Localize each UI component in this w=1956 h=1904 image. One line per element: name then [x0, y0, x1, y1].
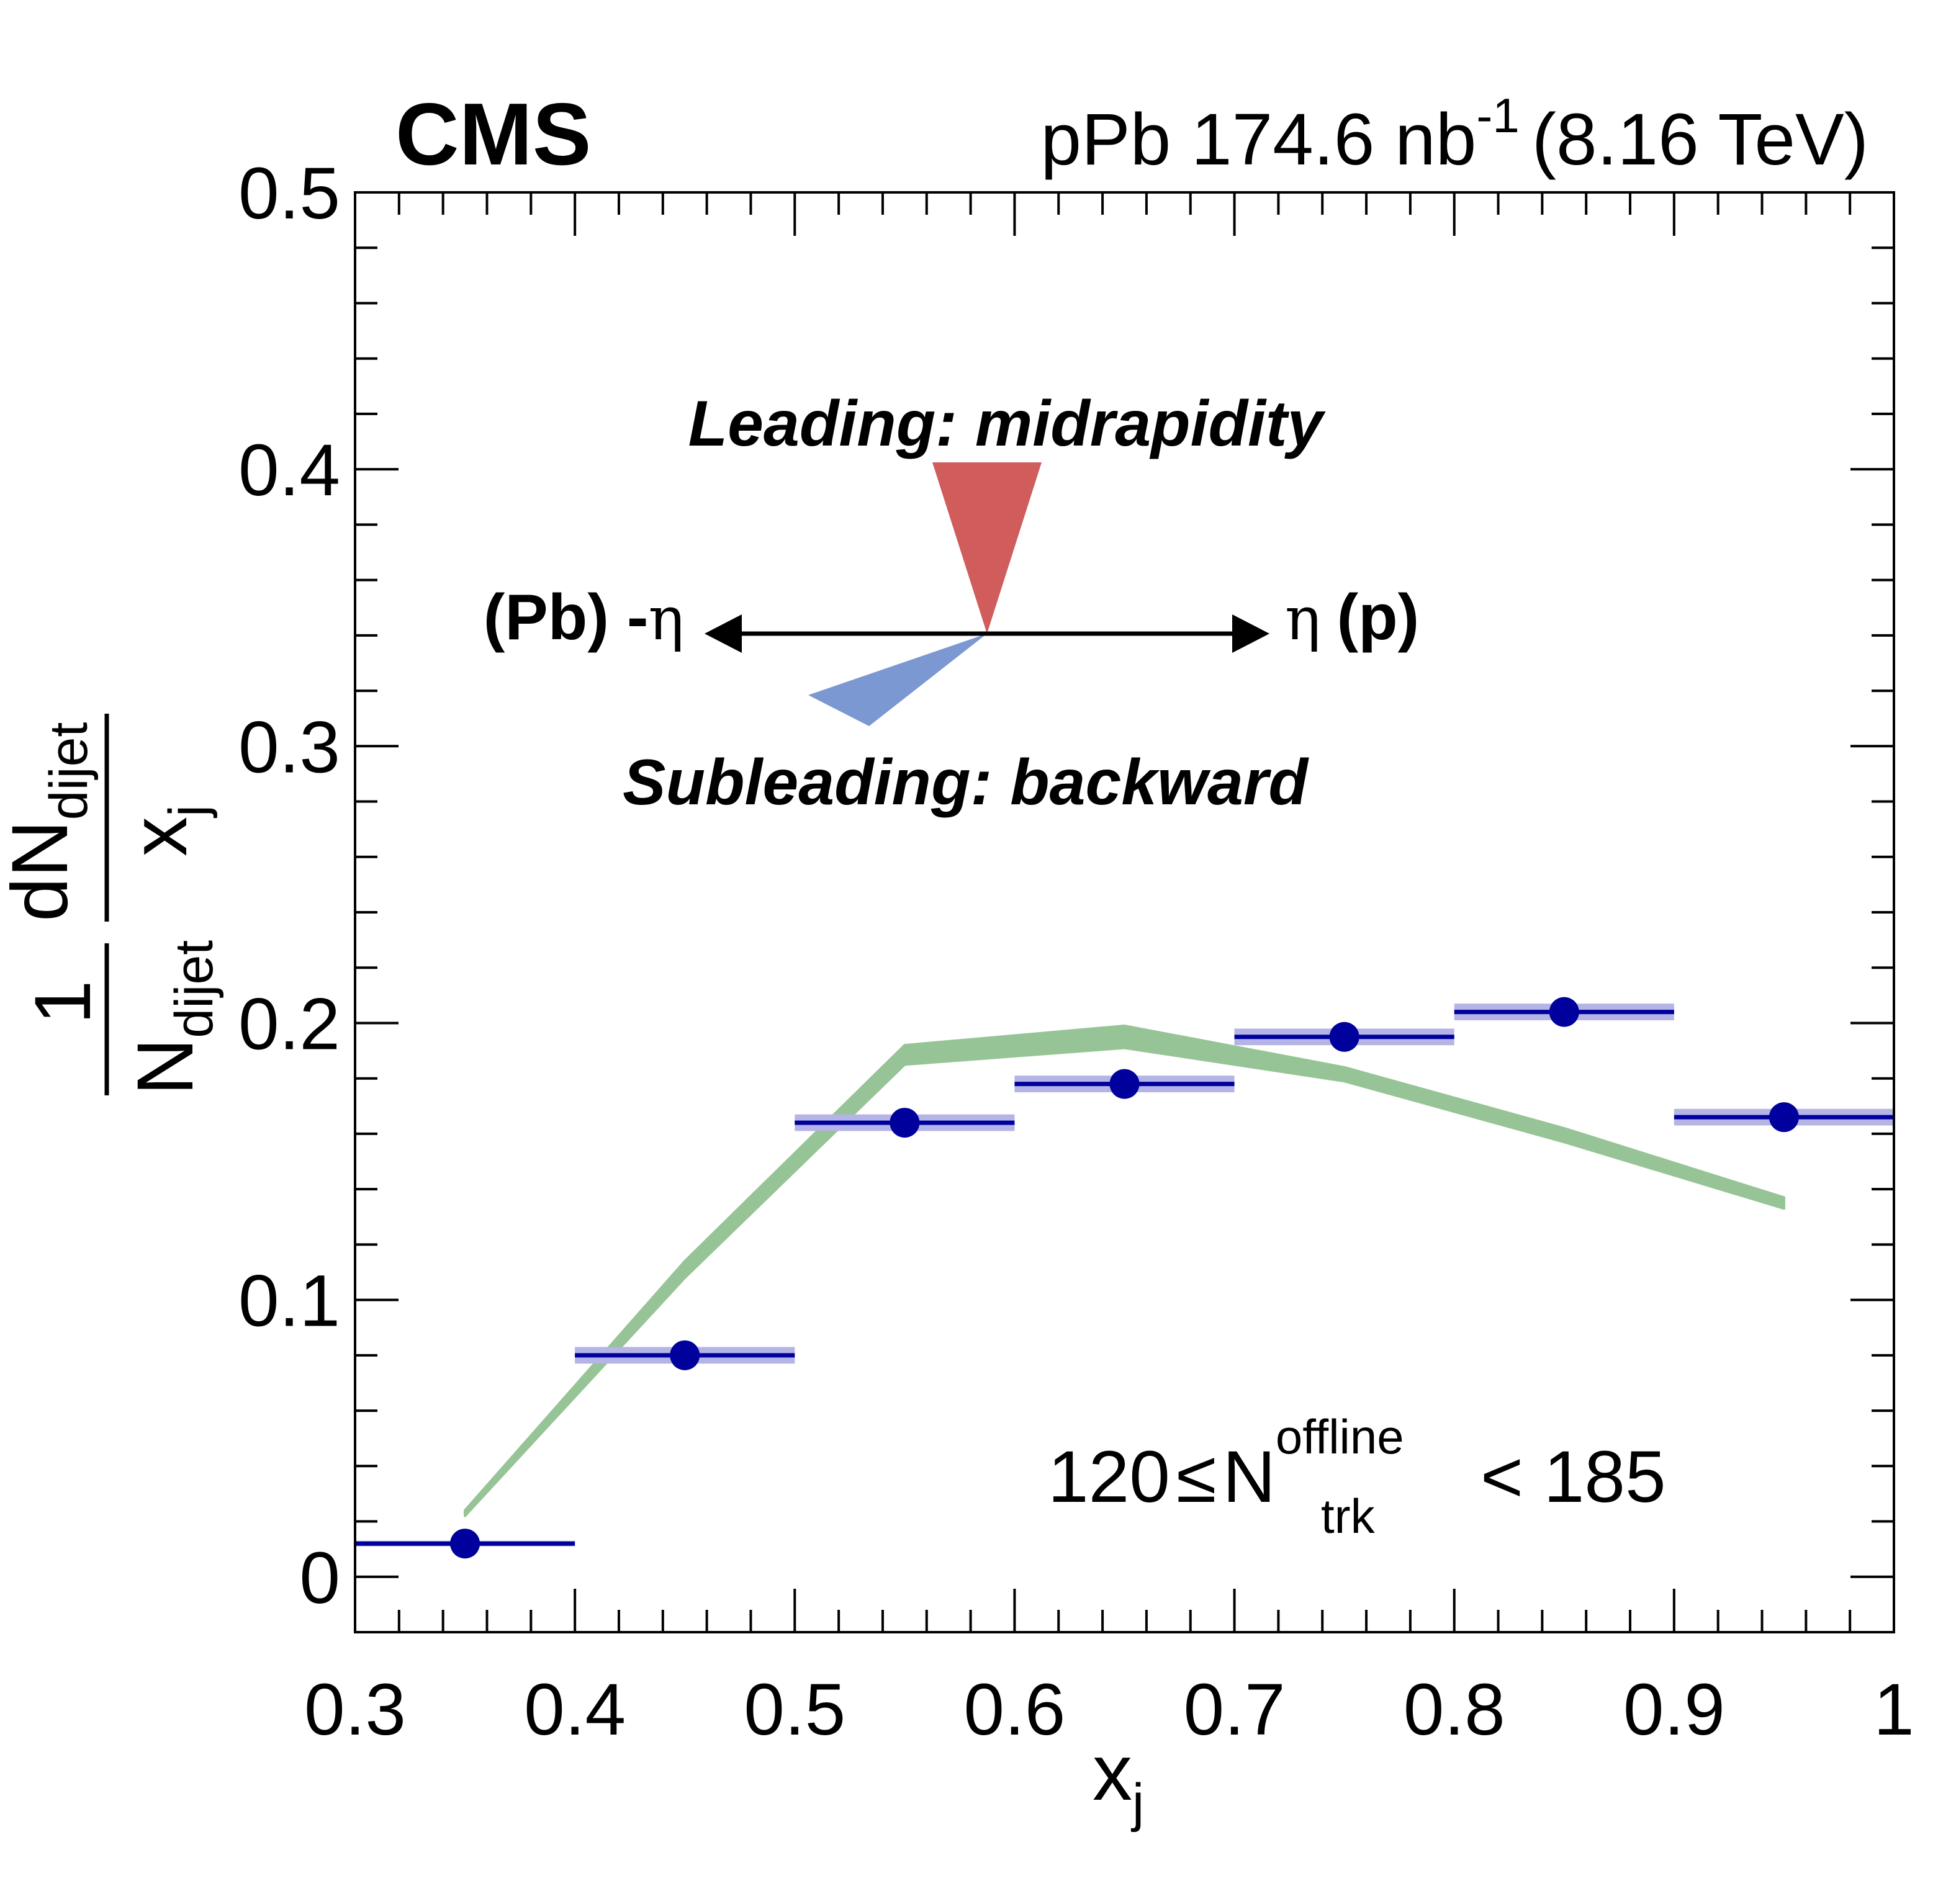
multiplicity-leq: ≤: [1176, 1436, 1217, 1518]
subleading-cone: [808, 634, 987, 726]
x-tick-label: 0.6: [963, 1669, 1065, 1751]
x-tick-label: 0.4: [524, 1669, 626, 1751]
band-layer: [464, 1024, 1785, 1517]
right-axis-label: η (p): [1285, 582, 1419, 653]
eta-schematic: Leading: midrapidity (Pb) -η η (p) Sublea…: [484, 388, 1420, 819]
multiplicity-label: 120≤Noffline trk < 185: [1048, 1409, 1666, 1543]
x-tick-label: 0.8: [1404, 1669, 1505, 1751]
y-title-right-numerator: dNdijet: [0, 722, 99, 922]
multiplicity-N: N: [1223, 1436, 1276, 1518]
subleading-label: Subleading: backward: [623, 747, 1309, 819]
y-tick-label: 0.5: [238, 153, 340, 235]
y-title-left-denominator: Ndijet: [121, 940, 224, 1095]
multiplicity-sub: trk: [1321, 1489, 1376, 1543]
multiplicity-sup: offline: [1276, 1409, 1404, 1464]
y-tick-label: 0.2: [238, 983, 340, 1065]
y-title-right-den-main: x: [115, 817, 204, 856]
left-axis-label-main: (Pb) -: [484, 582, 649, 653]
plot-frame: [354, 191, 1895, 1633]
x-axis-title-main: x: [1093, 1728, 1132, 1817]
data-point-2: [890, 1108, 920, 1138]
data-point-3: [1109, 1069, 1140, 1099]
left-axis-label-greek: η: [648, 584, 684, 653]
right-axis-label-main: (p): [1337, 582, 1420, 653]
lumi-label-suffix: (8.16 TeV): [1532, 99, 1868, 181]
x-tick-label: 0.3: [304, 1669, 406, 1751]
y-title-left-numerator: 1: [19, 980, 107, 1024]
y-axis-title: 1 Ndijet dNdijet xj: [0, 714, 224, 1095]
experiment-label: CMS: [395, 85, 592, 184]
y-tick-label: 0.1: [238, 1260, 340, 1342]
x-tick-label: 0.9: [1623, 1669, 1725, 1751]
y-title-right-num-sub: dijet: [39, 722, 99, 820]
x-axis-title-sub: j: [1130, 1773, 1144, 1833]
multiplicity-upper: < 185: [1481, 1436, 1666, 1518]
data-point-0: [450, 1529, 480, 1559]
y-tick-label: 0: [299, 1537, 340, 1619]
x-tick-label: 0.5: [744, 1669, 845, 1751]
y-title-right-denominator: xj: [115, 805, 218, 856]
model-band: [464, 1024, 1785, 1517]
data-point-5: [1549, 997, 1579, 1027]
data-point-6: [1769, 1102, 1799, 1133]
left-axis-label: (Pb) -η: [484, 582, 684, 653]
lumi-label-superscript: -1: [1476, 88, 1519, 143]
tick-layer: [354, 191, 1895, 1633]
right-axis-label-greek: η: [1285, 584, 1321, 653]
eta-axis-arrow-left: [705, 614, 742, 653]
eta-axis-arrow-right: [1232, 614, 1269, 653]
x-tick-label: 0.7: [1184, 1669, 1286, 1751]
y-tick-label: 0.4: [238, 429, 340, 511]
data-point-1: [670, 1340, 700, 1370]
data-point-4: [1329, 1022, 1359, 1052]
y-title-right-den-sub: j: [158, 805, 218, 819]
leading-cone: [932, 462, 1042, 634]
lumi-label: pPb 174.6 nb-1 (8.16 TeV): [1040, 88, 1868, 181]
x-axis-title: xj: [1093, 1728, 1144, 1833]
leading-label: Leading: midrapidity: [688, 388, 1327, 460]
y-tick-label: 0.3: [238, 706, 340, 788]
tick-label-layer: 0 0.1 0.2 0.3 0.4 0.5 0.3 0.4 0.5 0.6 0.7 0.8 0.9 1: [238, 153, 1914, 1751]
data-layer: [355, 997, 1894, 1559]
lumi-label-prefix: pPb 174.6 nb: [1040, 99, 1476, 181]
y-title-left-den-main: N: [121, 1038, 210, 1095]
x-tick-label: 1: [1873, 1669, 1914, 1751]
y-title-right-num-main: dN: [0, 820, 84, 922]
multiplicity-lower: 120: [1048, 1436, 1170, 1518]
y-title-left-den-sub: dijet: [165, 940, 224, 1038]
